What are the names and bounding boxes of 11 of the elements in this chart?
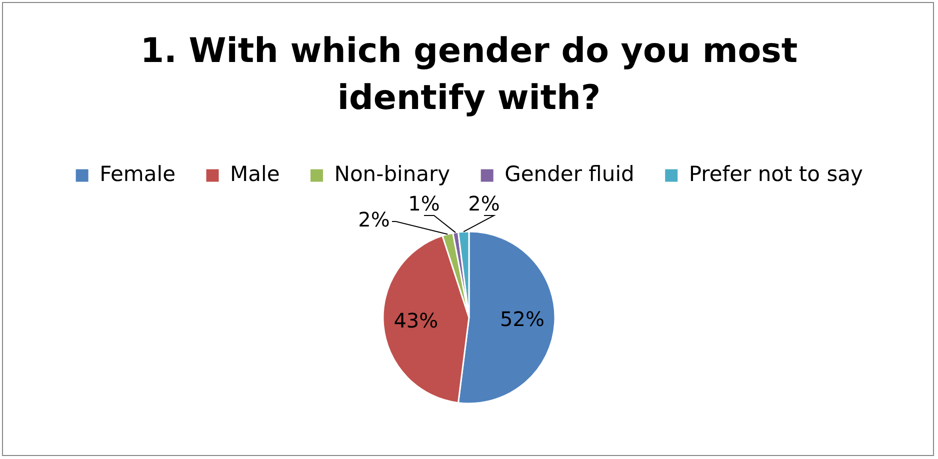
data-label: 1% xyxy=(408,192,440,216)
data-label: 43% xyxy=(394,308,438,333)
data-label: 2% xyxy=(468,192,500,216)
data-label: 2% xyxy=(358,208,390,232)
legend-label: Male xyxy=(230,162,280,186)
legend-label: Female xyxy=(100,162,176,186)
legend-label: Non-binary xyxy=(334,162,450,186)
legend-label: Gender fluid xyxy=(504,162,634,186)
data-label: 52% xyxy=(500,307,544,332)
chart-title: 1. With which gender do you most identify with? xyxy=(139,30,799,120)
legend-label: Prefer not to say xyxy=(688,162,863,186)
